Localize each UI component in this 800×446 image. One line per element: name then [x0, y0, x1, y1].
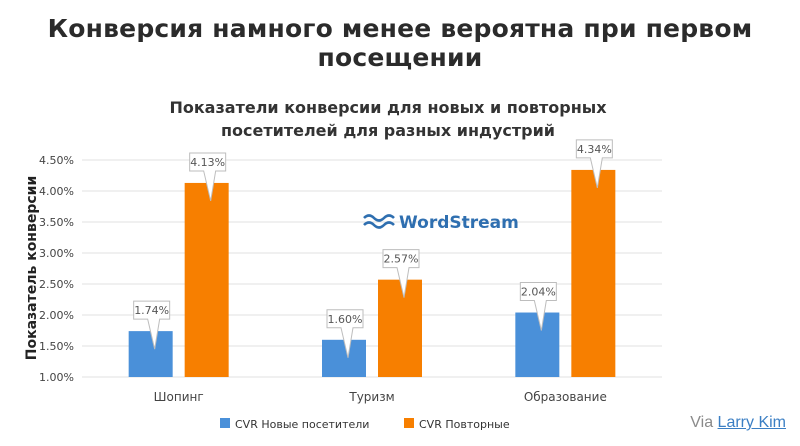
y-axis-label: Показатель конверсии	[24, 176, 40, 361]
legend-swatch	[220, 418, 230, 428]
y-tick-label: 1.50%	[39, 340, 74, 353]
data-label: 1.74%	[134, 304, 169, 317]
wordstream-logo-text: WordStream	[399, 213, 519, 233]
y-tick-label: 2.50%	[39, 278, 74, 291]
wordstream-waves-icon	[363, 214, 395, 229]
credit-link[interactable]: Larry Kim	[717, 414, 786, 431]
x-tick-label: Образование	[524, 390, 607, 404]
y-tick-label: 1.00%	[39, 371, 74, 384]
credit: Via Larry Kim	[690, 414, 786, 432]
data-label: 4.34%	[577, 143, 612, 156]
data-label: 4.13%	[190, 156, 225, 169]
bar	[322, 339, 366, 377]
data-label-callout	[575, 139, 613, 189]
y-tick-label: 4.00%	[39, 185, 74, 198]
headline: Конверсия намного менее вероятна при пер…	[47, 14, 753, 72]
bar	[378, 279, 422, 377]
y-tick-label: 3.50%	[39, 216, 74, 229]
x-tick-label: Туризм	[348, 390, 394, 404]
chart-title-line-1: Показатели конверсии для новых и повторн…	[169, 98, 607, 117]
y-tick-label: 2.00%	[39, 309, 74, 322]
data-label: 1.60%	[328, 313, 363, 326]
data-label-callout	[189, 152, 227, 202]
data-label-callout	[382, 249, 420, 298]
bar	[128, 331, 173, 377]
bar	[571, 169, 616, 377]
credit-prefix: Via	[690, 414, 714, 431]
y-tick-label: 4.50%	[39, 154, 74, 167]
legend-swatch	[404, 418, 414, 428]
legend-label: CVR Повторные	[419, 418, 510, 431]
data-label: 2.04%	[521, 286, 556, 299]
bar	[184, 182, 229, 377]
legend-label: CVR Новые посетители	[235, 418, 369, 431]
wordstream-watermark: WordStream	[363, 213, 519, 233]
data-label: 2.57%	[384, 253, 419, 266]
x-tick-label: Шопинг	[154, 390, 204, 404]
bar	[515, 312, 560, 377]
chart-title-line-2: посетителей для разных индустрий	[221, 121, 555, 140]
data-label-callout	[326, 309, 364, 358]
data-label-callout	[519, 282, 557, 331]
y-tick-label: 3.00%	[39, 247, 74, 260]
data-label-callout	[133, 300, 171, 350]
